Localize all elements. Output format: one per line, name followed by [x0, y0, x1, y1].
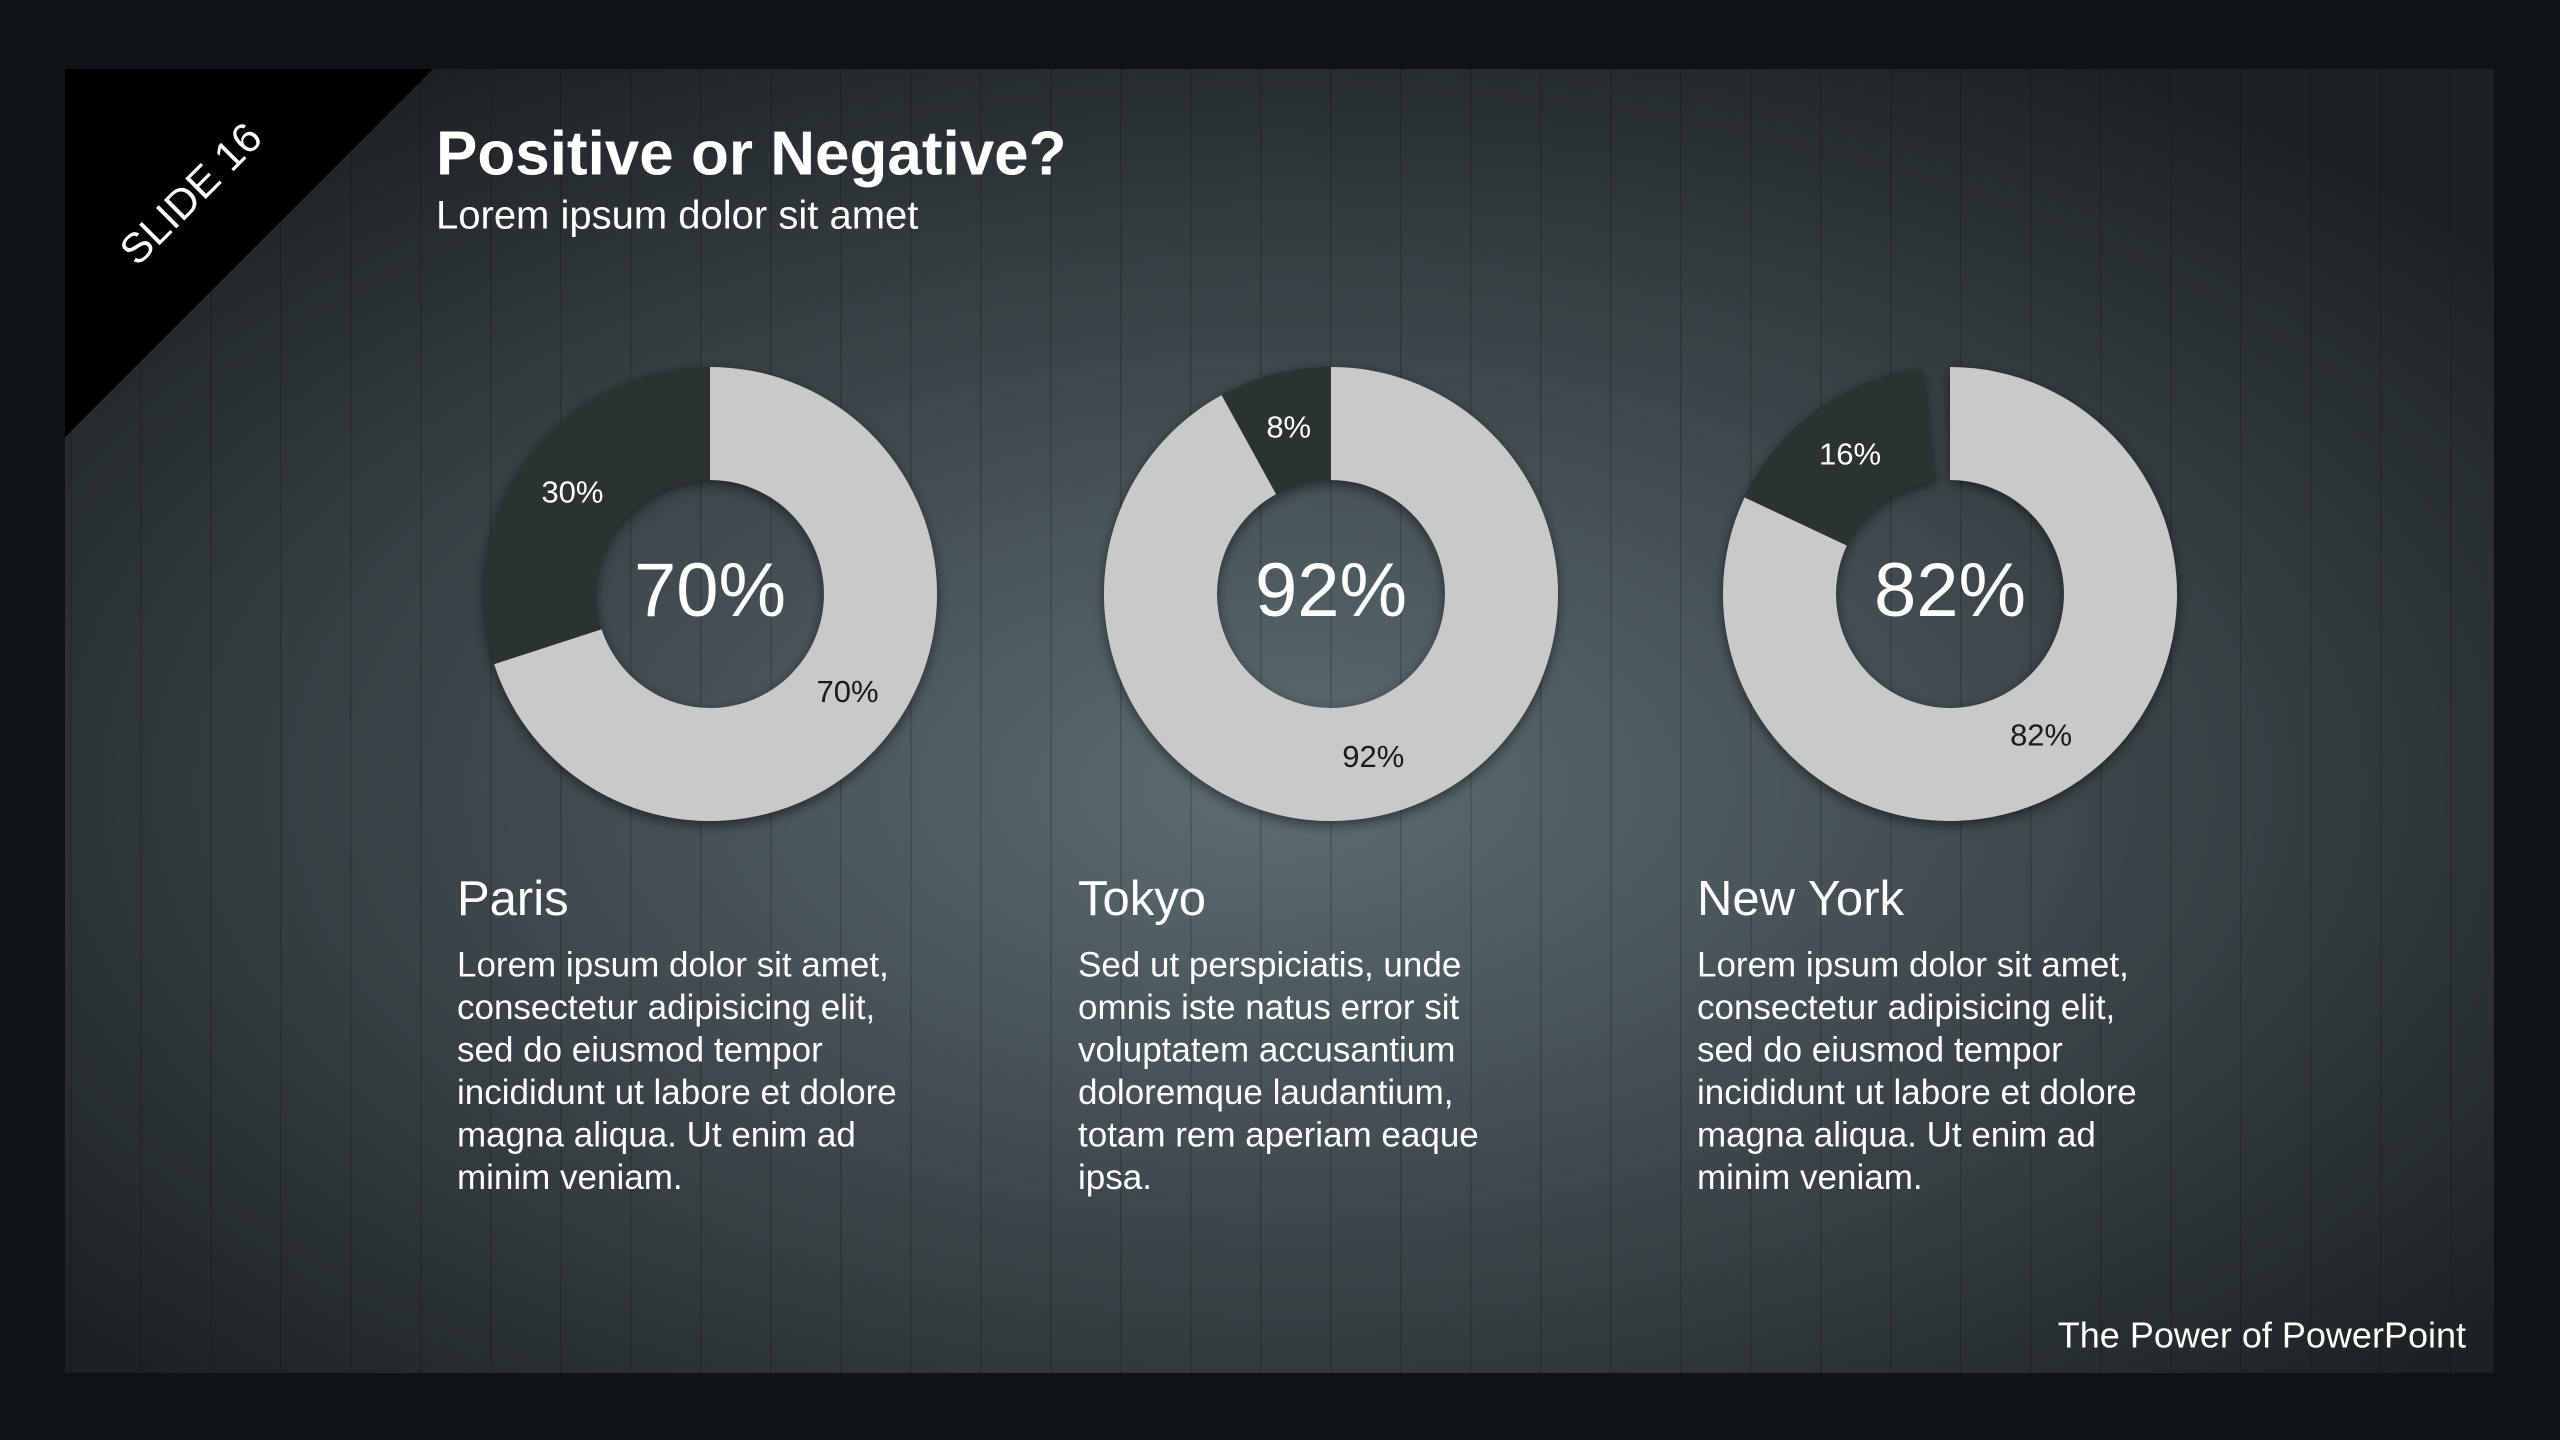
description-line: totam rem aperiam eaque — [1078, 1115, 1479, 1154]
donut-segment — [494, 367, 937, 821]
slide-title: Positive or Negative? — [436, 119, 1067, 188]
center-label: 92% — [1255, 548, 1407, 633]
donut — [1723, 367, 2177, 821]
center-label: 82% — [1874, 548, 2026, 633]
corner-ribbon — [65, 69, 433, 437]
value-label: 8% — [1266, 410, 1311, 445]
slide-subtitle: Lorem ipsum dolor sit amet — [436, 194, 918, 238]
description-line: voluptatem accusantium — [1078, 1030, 1455, 1069]
description-line: sed do eiusmod tempor — [1697, 1030, 2063, 1069]
donut — [1103, 366, 1559, 821]
charts: 70% 30% 70% Paris Lorem ipsum dolor sit amet… — [457, 366, 2177, 1197]
description-line: ipsa. — [1078, 1158, 1152, 1197]
description-line: consectetur adipisicing elit, — [457, 988, 875, 1027]
description-line: sed do eiusmod tempor — [457, 1030, 823, 1069]
description-line: Lorem ipsum dolor sit amet, — [1697, 945, 2129, 984]
center-label: 70% — [634, 548, 786, 633]
donut-segment — [1744, 368, 1936, 546]
description-line: Lorem ipsum dolor sit amet, — [457, 945, 889, 984]
chart-title: Paris — [457, 872, 569, 926]
description-line: doloremque laudantium, — [1078, 1073, 1454, 1112]
description-line: minim veniam. — [457, 1158, 683, 1197]
value-label: 30% — [541, 474, 603, 509]
description-line: magna aliqua. Ut enim ad — [1697, 1115, 2096, 1154]
description-line: omnis iste natus error sit — [1078, 988, 1460, 1027]
description-line: magna aliqua. Ut enim ad — [457, 1115, 856, 1154]
donut-segment — [1723, 367, 2177, 821]
description-line: incididunt ut labore et dolore — [457, 1073, 897, 1112]
chart-title: Tokyo — [1078, 872, 1206, 926]
footer: The Power of PowerPoint — [2058, 1315, 2466, 1356]
value-label: 16% — [1819, 437, 1881, 472]
donut-segment — [1103, 366, 1559, 821]
description-line: incididunt ut labore et dolore — [1697, 1073, 2137, 1112]
chart-title: New York — [1697, 872, 1905, 926]
value-label: 92% — [1342, 739, 1404, 774]
value-label: 70% — [817, 674, 879, 709]
donut-segment — [482, 366, 710, 665]
description-line: minim veniam. — [1697, 1158, 1923, 1197]
donut — [482, 366, 937, 821]
donut-segment — [1221, 367, 1331, 495]
description-line: consectetur adipisicing elit, — [1697, 988, 2115, 1027]
description-line: Sed ut perspiciatis, unde — [1078, 945, 1461, 984]
value-label: 82% — [2010, 718, 2072, 753]
